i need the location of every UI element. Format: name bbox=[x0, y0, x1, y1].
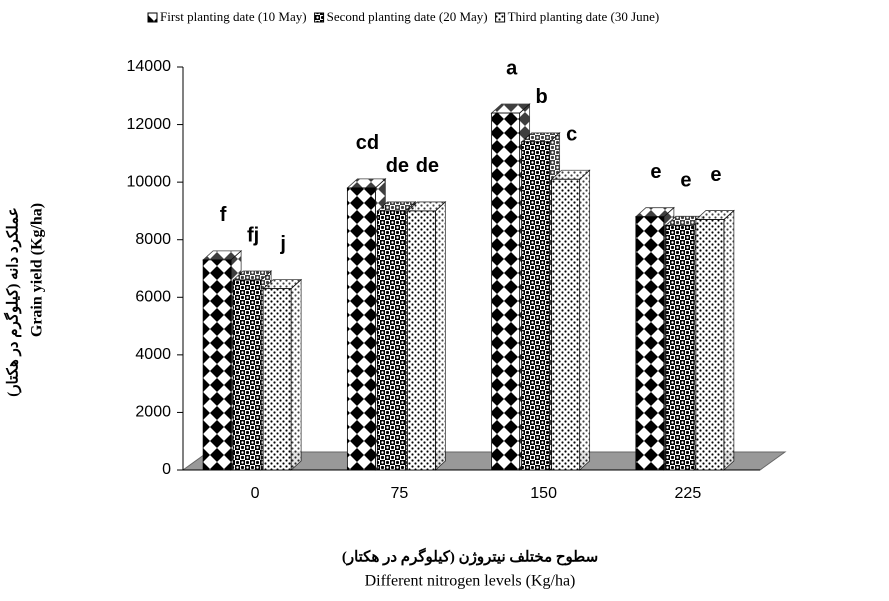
x-axis-label: Different nitrogen levels (Kg/ha) bbox=[365, 573, 576, 590]
y-tick-label: 14000 bbox=[127, 58, 172, 75]
bar bbox=[262, 278, 303, 471]
bar-front bbox=[376, 210, 406, 471]
y-tick-label: 8000 bbox=[135, 231, 171, 248]
y-axis-label-fa: عملکرد دانه (کیلوگرم در هکتار) bbox=[3, 207, 21, 396]
legend-swatch bbox=[495, 12, 506, 23]
bar-front bbox=[232, 279, 262, 471]
y-tick-label: 6000 bbox=[135, 289, 171, 306]
significance-letter: de bbox=[416, 155, 439, 177]
y-tick-label: 4000 bbox=[135, 346, 171, 363]
bar-front bbox=[695, 219, 725, 471]
significance-letter: b bbox=[536, 86, 548, 108]
legend-label: First planting date (10 May) bbox=[160, 9, 307, 24]
legend-label: Second planting date (20 May) bbox=[327, 9, 488, 24]
significance-letter: e bbox=[710, 164, 721, 186]
x-tick-label: 0 bbox=[251, 485, 260, 502]
bar bbox=[694, 209, 735, 471]
significance-letter: cd bbox=[356, 132, 379, 154]
bar-front bbox=[491, 112, 521, 471]
y-tick-label: 0 bbox=[162, 461, 171, 478]
bar-side bbox=[579, 169, 591, 471]
bar bbox=[406, 201, 447, 471]
x-axis-label-fa: سطوح مختلف نیتروژن (کیلوگرم در هکتار) bbox=[342, 547, 598, 565]
legend-label: Third planting date (30 June) bbox=[508, 9, 660, 24]
bar-front bbox=[346, 187, 376, 471]
x-tick-label: 225 bbox=[675, 485, 702, 502]
bar-front bbox=[551, 178, 581, 471]
significance-letter: e bbox=[680, 170, 691, 192]
bar-front bbox=[406, 210, 436, 471]
x-tick-label: 75 bbox=[390, 485, 408, 502]
bar-front bbox=[665, 224, 695, 471]
bar-front bbox=[635, 216, 665, 471]
bar-side bbox=[434, 201, 446, 471]
legend-swatch bbox=[147, 12, 158, 23]
significance-letter: f bbox=[220, 204, 227, 226]
y-tick-label: 12000 bbox=[127, 116, 172, 133]
significance-letter: de bbox=[386, 155, 409, 177]
y-tick-label: 2000 bbox=[135, 404, 171, 421]
significance-letter: e bbox=[650, 161, 661, 183]
bar-side bbox=[723, 209, 735, 471]
bar bbox=[550, 169, 591, 471]
bar-front bbox=[262, 288, 292, 471]
bar-side bbox=[290, 278, 302, 471]
significance-letter: a bbox=[506, 57, 518, 79]
bar-front bbox=[521, 141, 551, 471]
significance-letter: c bbox=[566, 124, 577, 146]
bar-front bbox=[202, 259, 232, 471]
significance-letter: j bbox=[279, 233, 286, 255]
legend: First planting date (10 May) Second plant… bbox=[147, 9, 660, 24]
y-tick-label: 10000 bbox=[127, 173, 172, 190]
x-tick-label: 150 bbox=[530, 485, 557, 502]
legend-swatch bbox=[314, 12, 325, 23]
y-axis-label: Grain yield (Kg/ha) bbox=[29, 203, 46, 337]
significance-letter: fj bbox=[247, 224, 259, 246]
